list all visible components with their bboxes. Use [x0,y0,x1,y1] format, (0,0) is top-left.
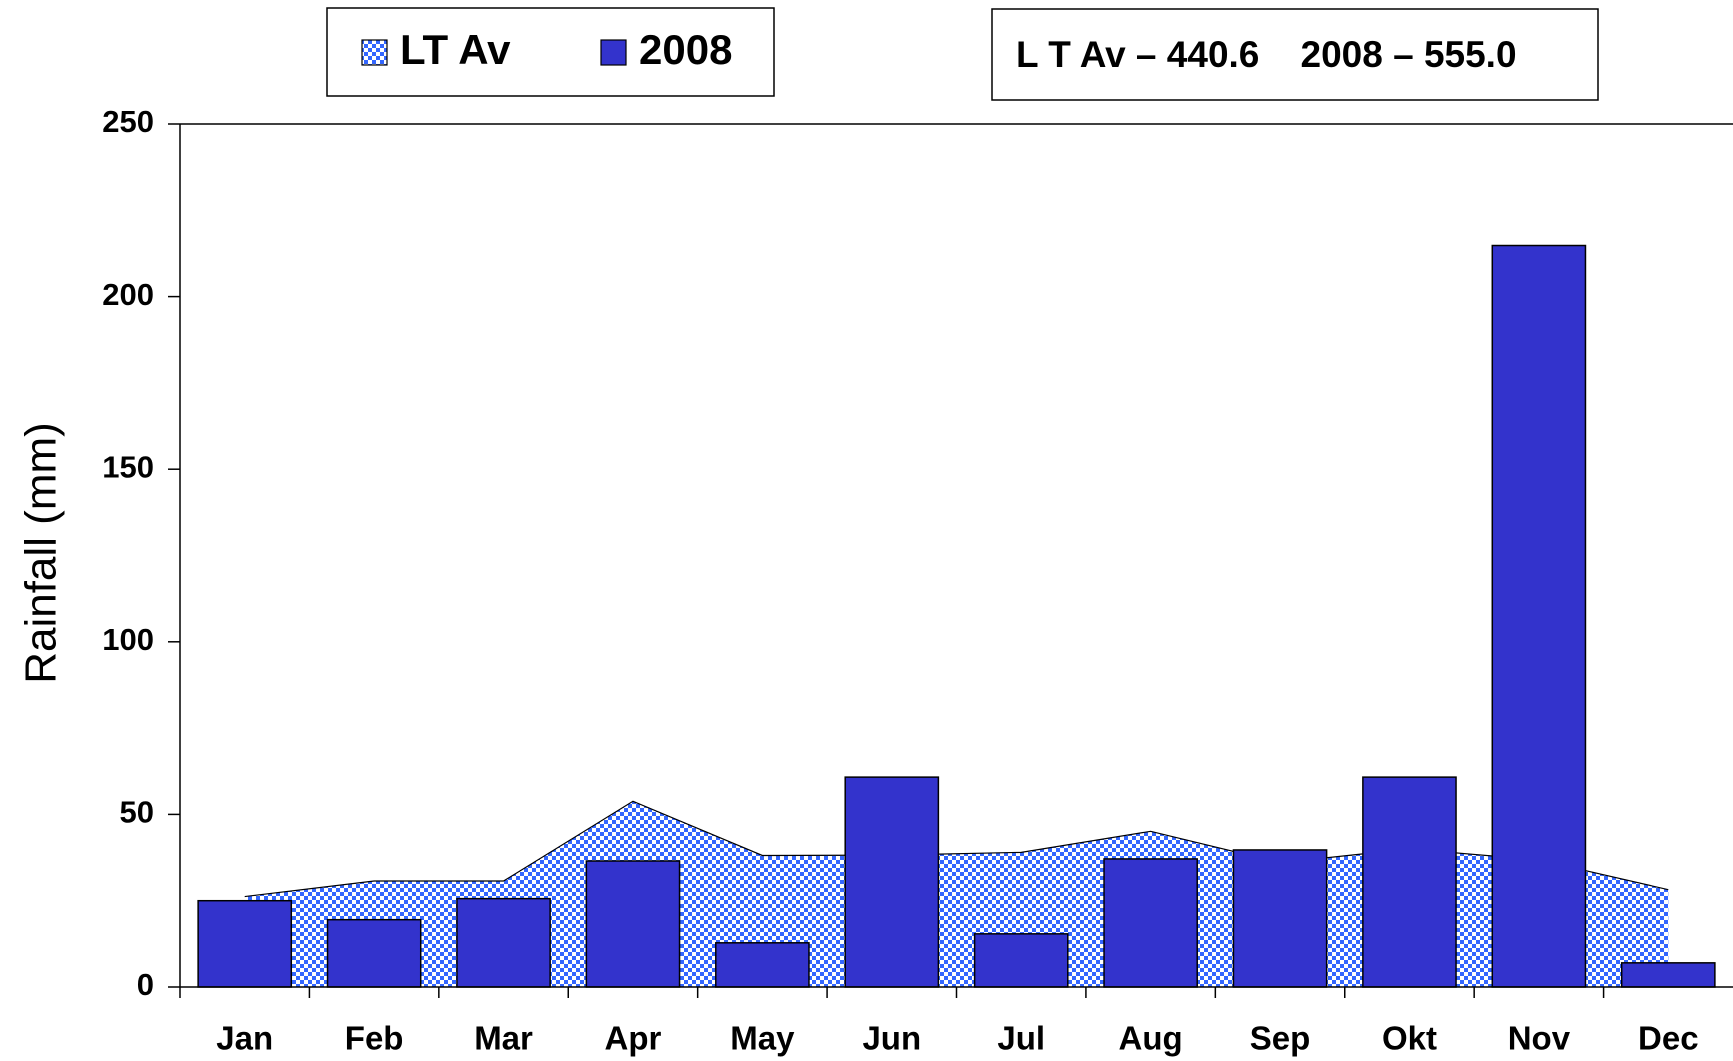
x-tick-label: Jan [216,1020,273,1057]
legend-label: 2008 [639,26,732,73]
bar [197,899,293,988]
x-tick-label: Mar [474,1020,533,1057]
x-tick-label: May [730,1020,795,1057]
x-tick-label: Apr [605,1020,662,1057]
bar [1620,962,1716,988]
y-tick-label: 100 [102,622,154,657]
x-tick-label: Feb [345,1020,404,1057]
x-tick-label: Jul [997,1020,1045,1057]
bar [1491,244,1587,988]
y-tick-label: 200 [102,277,154,312]
x-tick-label: Dec [1638,1020,1699,1057]
y-tick-label: 0 [137,967,154,1002]
legend-label: LT Av [400,26,511,73]
bar [844,776,940,988]
x-tick-label: Sep [1250,1020,1311,1057]
x-tick-label: Jun [862,1020,921,1057]
y-tick-label: 250 [102,104,154,139]
y-tick-label: 150 [102,449,154,484]
bar [1362,776,1457,988]
bar [973,933,1069,988]
annotation-box [991,8,1599,101]
x-tick-label: Nov [1508,1020,1571,1057]
x-tick-label: Aug [1119,1020,1183,1057]
bar [585,860,681,988]
x-tick-label: Okt [1382,1020,1437,1057]
bar [456,897,551,988]
bar [715,942,810,988]
y-tick-label: 50 [120,795,154,830]
y-axis-label: Rainfall (mm) [17,422,66,684]
bar [1103,858,1198,988]
legend-box [326,7,775,97]
bar [1232,849,1328,988]
bar [326,918,422,988]
legend-swatch [361,39,388,66]
annotation: L T Av – 440.6 2008 – 555.0 [1016,34,1517,75]
plot-area: 0 50 100 150 200 250 Jan Feb Mar Apr May Jun Jul Aug S… [102,104,1733,1057]
legend-swatch [600,39,627,66]
